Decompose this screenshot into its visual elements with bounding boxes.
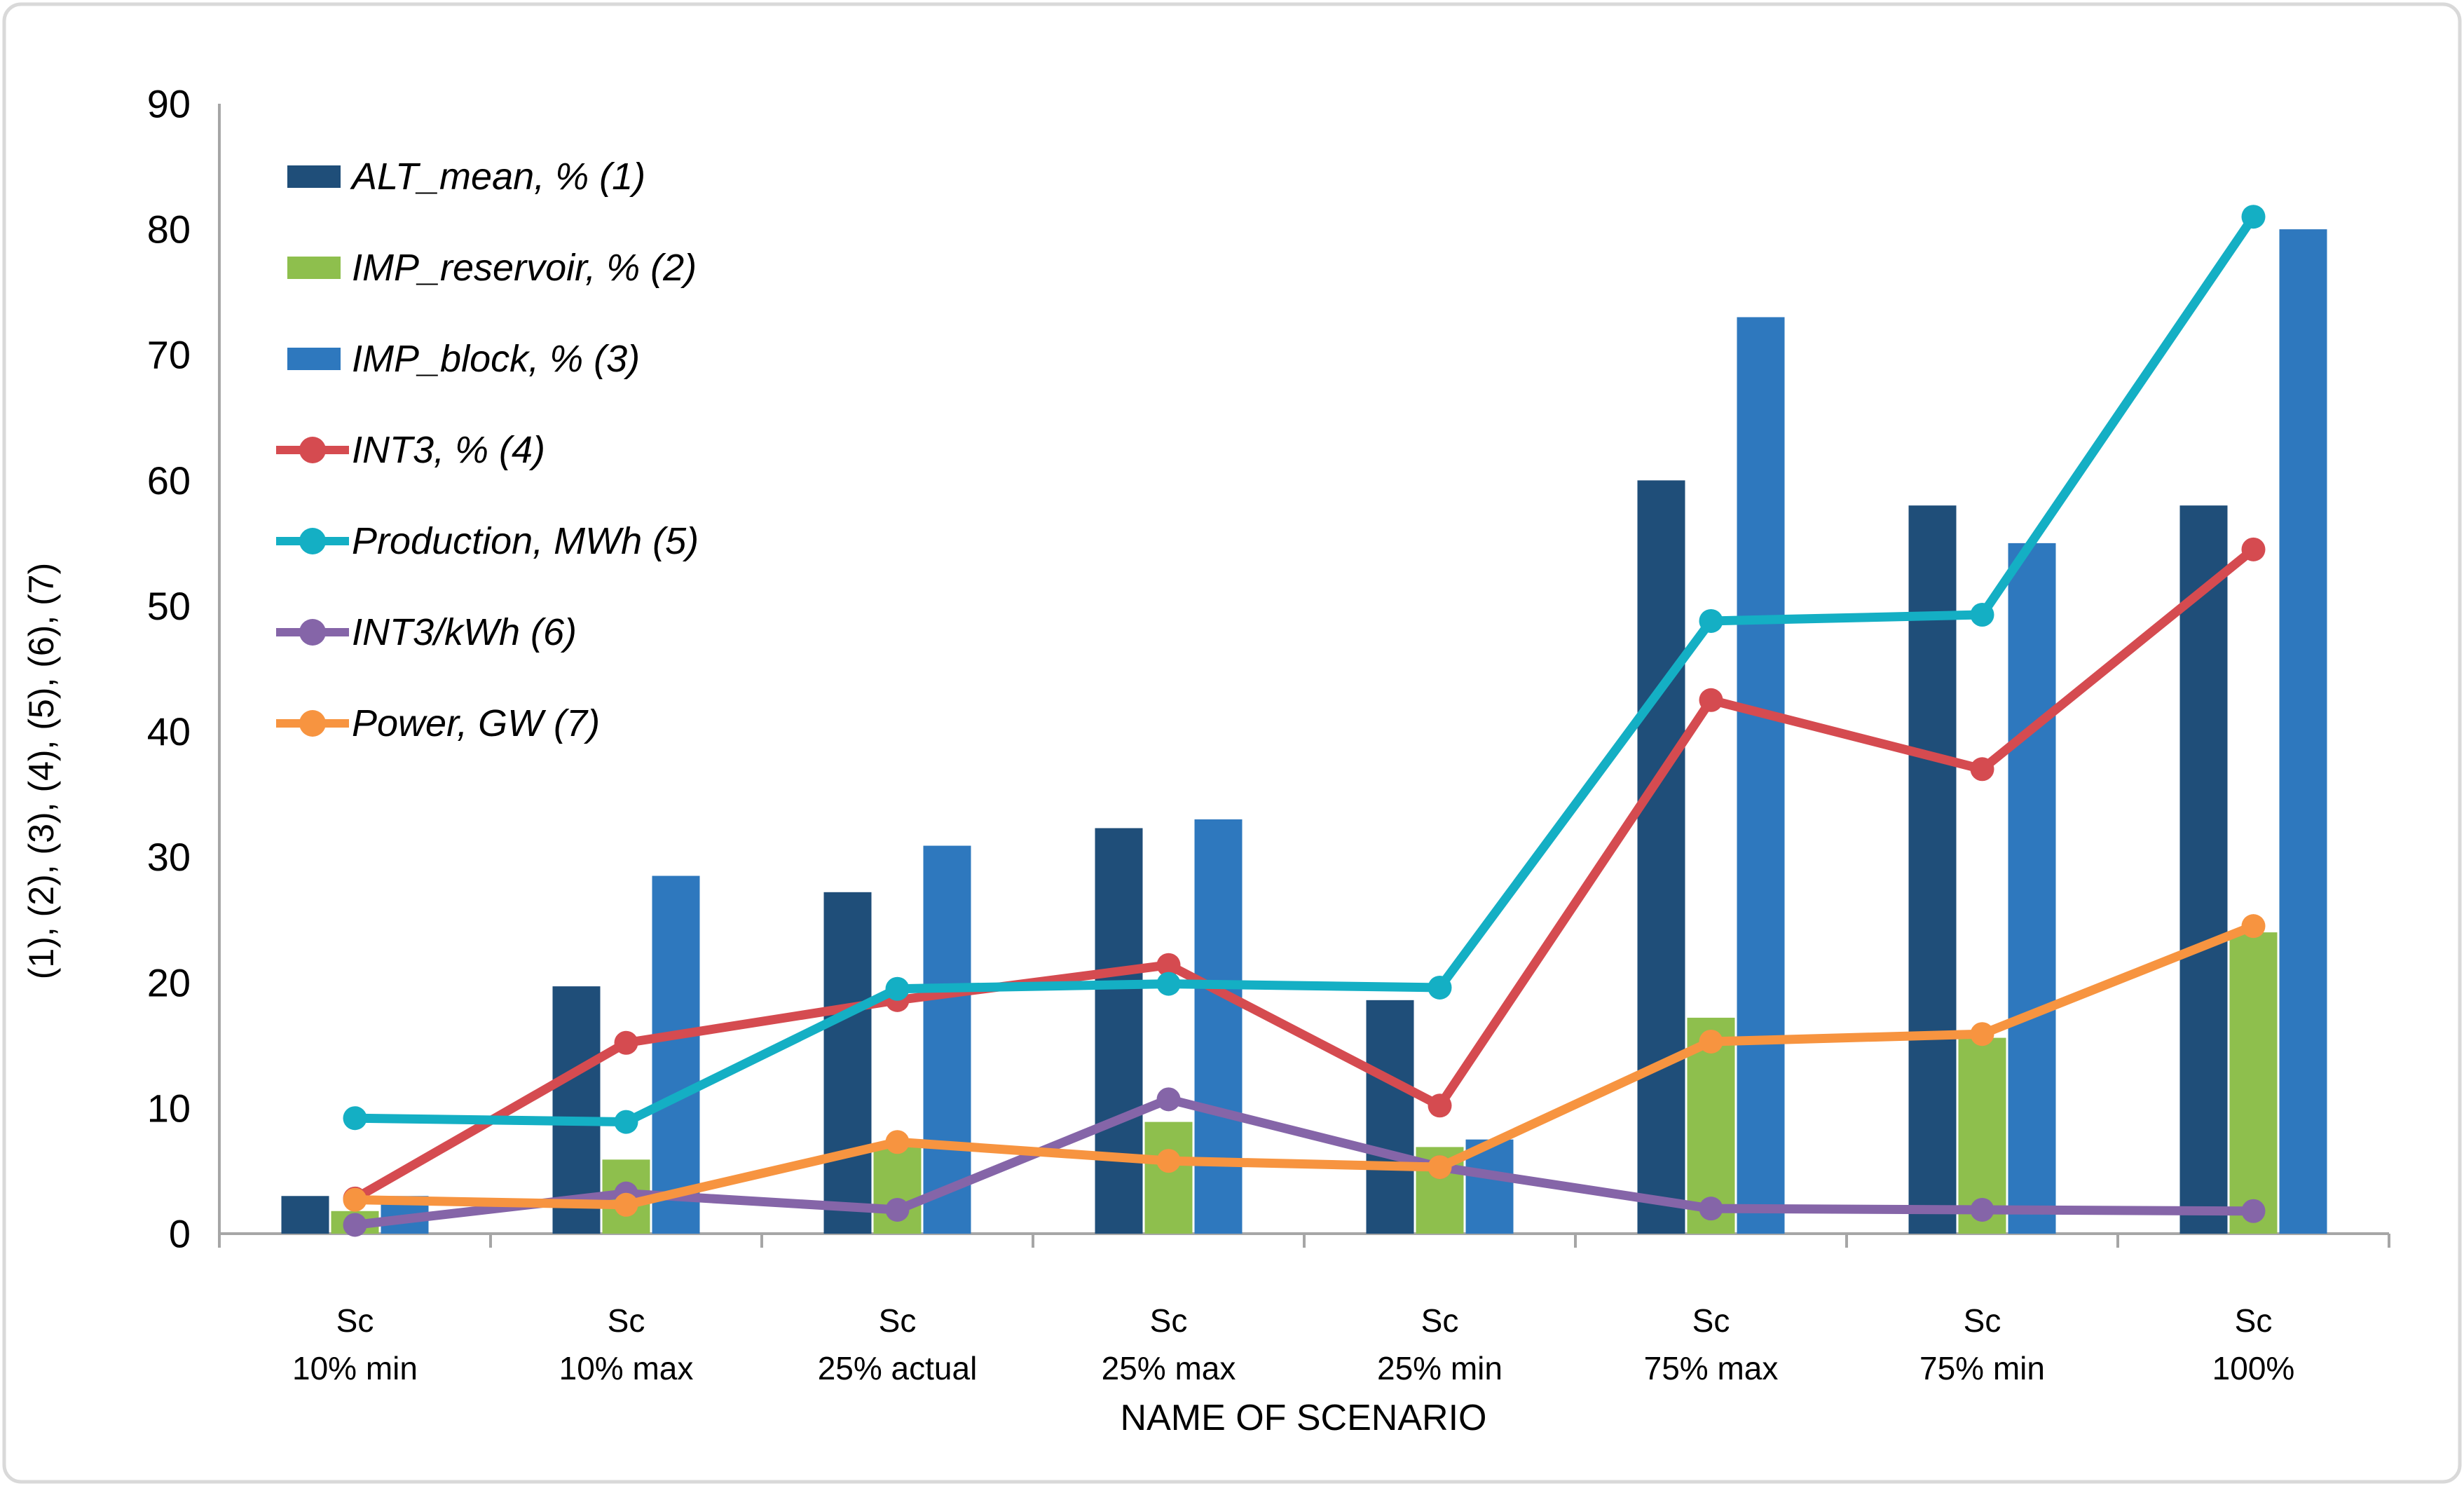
legend-marker	[299, 437, 326, 463]
y-tick-label: 30	[147, 835, 191, 879]
x-category-label: Sc 25% max	[1102, 1302, 1236, 1386]
data-line	[350, 212, 2258, 1127]
bar	[1737, 317, 1785, 1234]
bar	[1366, 1000, 1414, 1234]
data-point	[343, 1106, 367, 1131]
legend-label: INT3/kWh (6)	[352, 611, 577, 653]
x-category-label: Sc 75% min	[1919, 1302, 2045, 1386]
legend-item: INT3/kWh (6)	[276, 611, 577, 653]
data-point	[885, 976, 910, 1001]
y-tick-label: 10	[147, 1086, 191, 1130]
y-tick-label: 0	[169, 1212, 191, 1256]
data-point	[1428, 975, 1452, 1000]
data-point	[1699, 688, 1723, 712]
data-point	[2241, 205, 2266, 229]
y-tick-label: 70	[147, 333, 191, 377]
bar	[281, 1196, 329, 1234]
data-point	[614, 1030, 638, 1055]
legend-marker	[299, 619, 326, 646]
bar	[1637, 480, 1685, 1234]
legend-swatch	[287, 348, 341, 370]
y-tick-label: 20	[147, 960, 191, 1004]
bar	[1095, 828, 1143, 1234]
bar	[2279, 229, 2327, 1234]
legend-item: Production, MWh (5)	[276, 520, 699, 562]
legend-marker	[299, 528, 326, 554]
legend-swatch	[287, 165, 341, 188]
bar	[2008, 543, 2056, 1234]
data-point	[1970, 602, 1994, 627]
x-category-label: Sc 10% max	[559, 1302, 694, 1386]
data-point	[614, 1110, 638, 1134]
bar	[552, 986, 601, 1234]
data-point	[1699, 1029, 1723, 1054]
legend-item: IMP_block, % (3)	[287, 338, 640, 380]
legend-label: IMP_block, % (3)	[352, 338, 640, 380]
data-point	[614, 1192, 638, 1217]
bar	[923, 845, 971, 1234]
data-line	[350, 921, 2258, 1210]
x-category-label: Sc 75% max	[1644, 1302, 1779, 1386]
bar	[1194, 819, 1243, 1234]
data-point	[1970, 1197, 1994, 1222]
legend-label: Production, MWh (5)	[352, 520, 699, 562]
data-point	[885, 1197, 910, 1222]
data-point	[1156, 972, 1181, 996]
y-tick-label: 80	[147, 207, 191, 252]
legend-label: ALT_mean, % (1)	[350, 156, 645, 198]
data-point	[1970, 757, 1994, 782]
bar	[823, 892, 872, 1234]
x-axis-title: NAME OF SCENARIO	[1121, 1398, 1487, 1438]
data-point	[1428, 1093, 1452, 1118]
x-category-label: Sc 25% min	[1377, 1302, 1503, 1386]
bar	[2229, 932, 2278, 1234]
data-point	[1156, 953, 1181, 977]
data-point	[1699, 1197, 1723, 1221]
data-point	[343, 1213, 367, 1237]
legend-label: INT3, % (4)	[352, 429, 545, 471]
bar	[2179, 505, 2228, 1234]
bar	[1144, 1122, 1193, 1234]
legend-item: ALT_mean, % (1)	[287, 156, 645, 198]
x-category-label: Sc 100%	[2212, 1302, 2295, 1386]
legend: ALT_mean, % (1) IMP_reservoir, % (2) IMP_b…	[276, 156, 699, 744]
x-category-label: Sc 10% min	[292, 1302, 418, 1386]
x-category-label: Sc 25% actual	[818, 1302, 978, 1386]
data-point	[2241, 537, 2266, 561]
bar	[652, 875, 700, 1234]
data-point	[1970, 1022, 1994, 1047]
data-line	[350, 545, 2258, 1204]
legend-swatch	[287, 257, 341, 279]
y-tick-label: 50	[147, 584, 191, 628]
data-point	[1156, 1087, 1181, 1112]
plot-area: 0 10 20 30 40 50 60 70 80 90 Sc 10% min Sc 10% max Sc 2…	[147, 82, 2390, 1386]
data-point	[1428, 1155, 1452, 1180]
y-tick-label: 90	[147, 82, 191, 126]
y-tick-label: 40	[147, 709, 191, 754]
bar	[1908, 505, 1957, 1234]
data-point	[2241, 914, 2266, 939]
legend-item: INT3, % (4)	[276, 429, 545, 471]
legend-item: IMP_reservoir, % (2)	[287, 247, 697, 289]
data-point	[885, 1130, 910, 1154]
data-point	[2241, 1199, 2266, 1223]
data-point	[1156, 1149, 1181, 1173]
legend-label: Power, GW (7)	[352, 702, 600, 744]
y-tick-label: 60	[147, 458, 191, 503]
legend-label: IMP_reservoir, % (2)	[352, 247, 697, 289]
data-point	[1699, 608, 1723, 633]
legend-marker	[299, 710, 326, 737]
legend-item: Power, GW (7)	[276, 702, 600, 744]
data-point	[343, 1187, 367, 1212]
y-axis-title: (1), (2), (3), (4), (5), (6), (7)	[22, 563, 61, 979]
